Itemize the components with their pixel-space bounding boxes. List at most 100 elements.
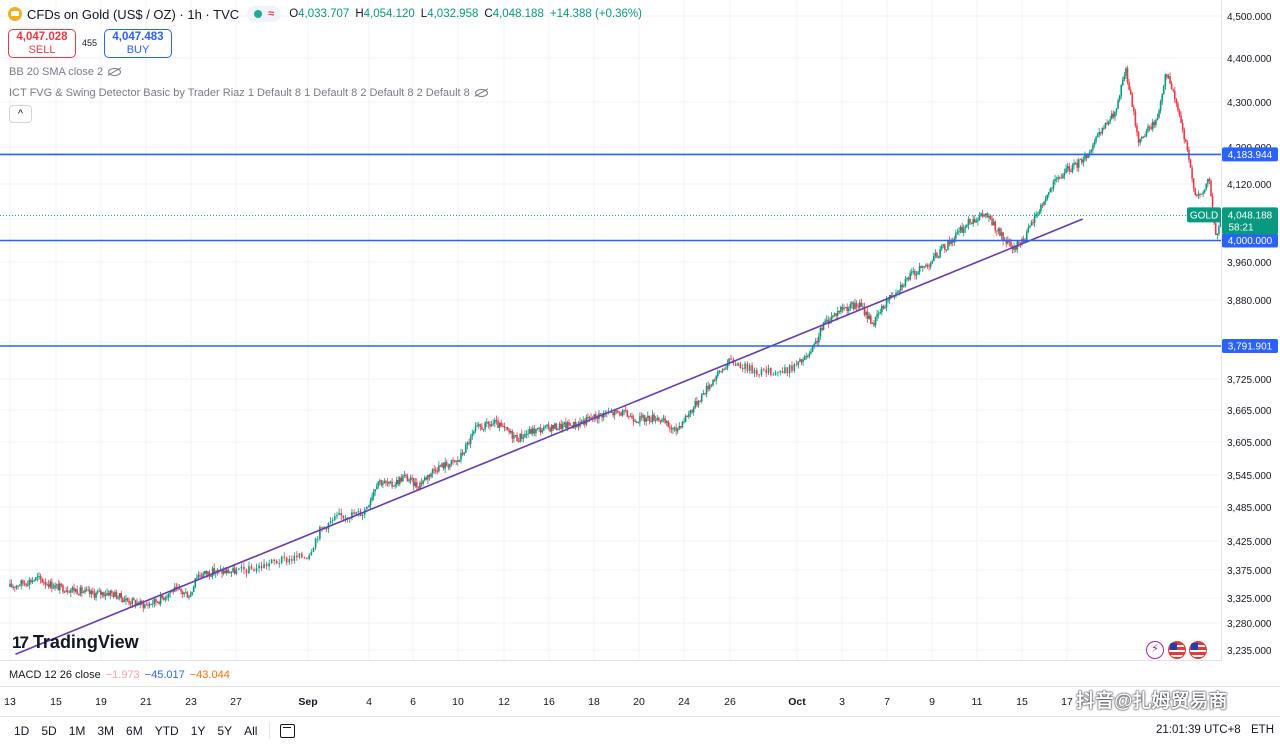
event-bolt-icon[interactable]: ⚡ (1146, 641, 1164, 659)
tf-6m[interactable]: 6M (126, 724, 143, 738)
candle-body (876, 314, 878, 317)
candle-body (825, 319, 828, 321)
candle-body (997, 228, 1000, 232)
candle-body (175, 586, 178, 588)
tf-ytd[interactable]: YTD (154, 724, 179, 738)
candle-body (140, 600, 143, 603)
candle-body (1173, 90, 1176, 99)
hidden-eye-icon[interactable] (474, 89, 488, 98)
candle-body (667, 421, 670, 427)
level-price-label: 4,183.944 (1228, 150, 1273, 161)
trendline[interactable] (15, 218, 1084, 655)
candle-body (291, 559, 293, 561)
candle-body (433, 469, 435, 471)
goto-date-calendar-icon[interactable] (280, 724, 296, 738)
candle-body (1128, 82, 1130, 90)
clock[interactable]: 21:01:39 UTC+8 (1156, 724, 1241, 736)
candle-body (865, 312, 867, 316)
tf-1y[interactable]: 1Y (190, 724, 206, 738)
candle-body (115, 591, 118, 599)
symbol-title[interactable]: CFDs on Gold (US$ / OZ) · 1h · TVC (27, 6, 240, 22)
candle-body (458, 459, 461, 462)
candle-body (278, 563, 280, 564)
candle-body (1148, 126, 1151, 128)
indicator-ict[interactable]: ICT FVG & Swing Detector Basic by Trader… (9, 87, 488, 99)
candle-body (340, 512, 343, 516)
candle-body (189, 595, 192, 597)
candle-body (852, 302, 855, 309)
price-axis[interactable]: 4,500.0004,400.0004,300.0004,200.0004,12… (1227, 12, 1272, 657)
candle-body (1191, 167, 1193, 179)
candle-body (973, 219, 976, 223)
us-flag-event-icon[interactable] (1189, 641, 1207, 659)
candle-body (552, 425, 555, 429)
hidden-eye-icon[interactable] (108, 68, 122, 77)
candle-body (38, 575, 40, 577)
candle-body (1120, 85, 1123, 96)
candle-body (560, 423, 562, 429)
level-price-label: 3,791.901 (1228, 341, 1273, 352)
tf-all[interactable]: All (244, 724, 258, 738)
tf-3m[interactable]: 3M (97, 724, 115, 738)
candle-body (92, 590, 94, 594)
candle-body (412, 478, 415, 487)
buy-button[interactable]: 4,047.483 BUY (104, 29, 172, 58)
tf-5y[interactable]: 5Y (217, 724, 233, 738)
candle-body (403, 474, 406, 477)
indicator-bb[interactable]: BB 20 SMA close 2 (9, 66, 122, 78)
candle-body (1106, 123, 1108, 125)
candle-body (1219, 218, 1222, 227)
candle-body (939, 249, 941, 258)
candle-body (1114, 111, 1116, 118)
candle-body (225, 569, 228, 574)
candle-body (746, 363, 749, 371)
collapse-indicators-button[interactable]: ^ (9, 105, 32, 123)
tf-1m[interactable]: 1M (68, 724, 86, 738)
timeframe-bar: 1D 5D 1M 3M 6M YTD 1Y 5Y All (0, 717, 1280, 745)
macd-legend[interactable]: MACD 12 26 close −1.973 −45.017 −43.044 (9, 669, 230, 681)
candle-body (122, 598, 124, 602)
candle-body (1025, 231, 1028, 241)
candle-body (1109, 119, 1111, 122)
candle-body (77, 594, 80, 596)
candle-body (444, 462, 446, 469)
candle-body (680, 425, 682, 428)
candle-body (830, 316, 833, 322)
symbol-legend: CFDs on Gold (US$ / OZ) · 1h · TVC ≈ O4,… (8, 6, 642, 22)
candle-body (150, 603, 152, 605)
candle-body (781, 370, 784, 374)
candle-body (1076, 162, 1078, 168)
candle-body (492, 423, 494, 425)
us-flag-event-icon[interactable] (1168, 641, 1186, 659)
time-axis[interactable]: 13 15 19 21 23 27 Sep 4 6 10 12 16 18 20 24 26 Oct 3 7 9 11 1… (4, 696, 1073, 708)
candle-body (557, 428, 559, 430)
candle-body (799, 359, 801, 362)
time-tick-label: Sep (298, 696, 317, 708)
candle-body (416, 482, 418, 488)
candle-body (635, 421, 638, 423)
price-tick-label: 3,880.000 (1227, 296, 1272, 307)
tf-1d[interactable]: 1D (14, 724, 30, 738)
candle-body (185, 592, 187, 594)
market-status[interactable]: ≈ (247, 6, 282, 22)
candle-body (104, 594, 107, 597)
candle-body (569, 425, 572, 426)
candle-body (243, 566, 245, 570)
tf-5d[interactable]: 5D (41, 724, 57, 738)
candle-body (164, 597, 167, 600)
candle-body (28, 579, 31, 586)
tradingview-wordmark: TradingView (32, 632, 139, 652)
candle-body (651, 414, 654, 422)
candle-body (1074, 162, 1077, 164)
candle-body (503, 425, 506, 428)
price-tick-label: 3,280.000 (1227, 619, 1272, 630)
price-tick-label: 4,400.000 (1227, 54, 1272, 65)
candle-body (296, 555, 298, 558)
candle-body (455, 460, 457, 462)
sell-button[interactable]: 4,047.028 SELL (8, 29, 76, 58)
candle-body (1155, 120, 1157, 126)
candle-body (958, 231, 960, 233)
currency-button[interactable]: ETH (1251, 724, 1274, 736)
candle-body (411, 477, 413, 479)
